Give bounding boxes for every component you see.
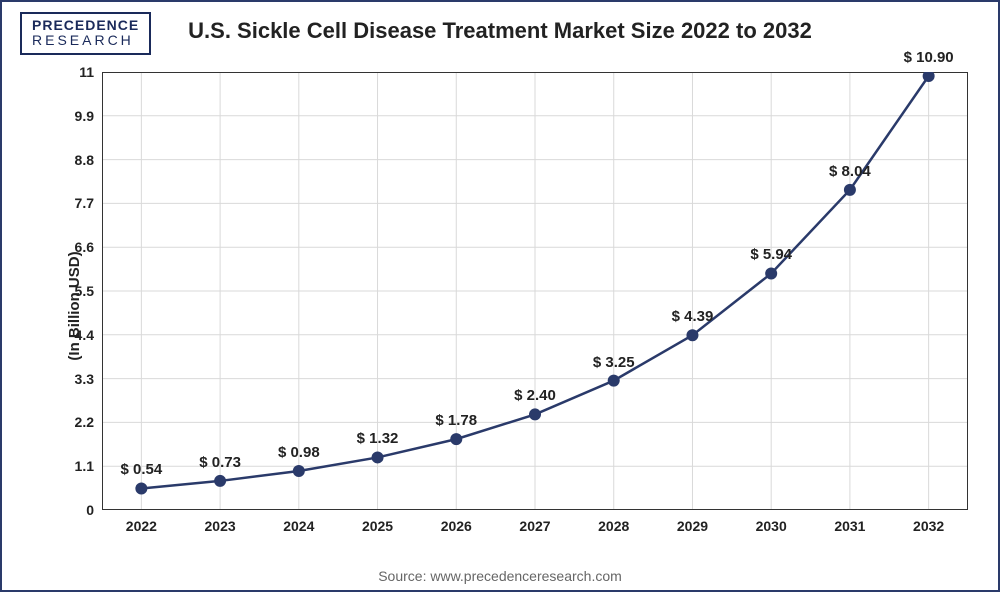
y-axis-label: (In Billion USD) [66,251,83,360]
chart-source: Source: www.precedenceresearch.com [2,568,998,584]
x-tick-label: 2032 [913,518,944,534]
y-tick-label: 8.8 [75,152,94,168]
x-tick-label: 2028 [598,518,629,534]
y-tick-label: 6.6 [75,239,94,255]
y-tick-label: 4.4 [75,327,94,343]
data-point-label: $ 4.39 [672,308,714,335]
data-point-label: $ 1.32 [357,430,399,457]
y-tick-label: 11 [79,64,94,80]
data-point-label: $ 1.78 [435,412,477,439]
y-tick-label: 9.9 [75,108,94,124]
y-tick-label: 1.1 [75,458,94,474]
data-point-label: $ 0.98 [278,444,320,471]
data-point-label: $ 0.54 [121,461,163,488]
plot-area-wrap: (In Billion USD) 20222023202420252026202… [32,62,978,550]
x-tick-label: 2022 [126,518,157,534]
x-tick-label: 2023 [205,518,236,534]
chart-title: U.S. Sickle Cell Disease Treatment Marke… [2,18,998,44]
data-point-label: $ 5.94 [750,246,792,273]
x-tick-label: 2027 [519,518,550,534]
x-tick-label: 2031 [834,518,865,534]
chart-frame: PRECEDENCE RESEARCH U.S. Sickle Cell Dis… [0,0,1000,592]
data-point-label: $ 2.40 [514,387,556,414]
data-point-label: $ 0.73 [199,454,241,481]
x-tick-label: 2025 [362,518,393,534]
y-tick-label: 0 [86,502,94,518]
plot-area: 2022202320242025202620272028202920302031… [102,72,968,510]
x-tick-label: 2024 [283,518,314,534]
data-point-label: $ 8.04 [829,163,871,190]
x-tick-label: 2026 [441,518,472,534]
chart-svg [102,72,968,510]
data-point-label: $ 3.25 [593,354,635,381]
y-tick-label: 7.7 [75,195,94,211]
y-tick-label: 2.2 [75,414,94,430]
y-tick-label: 5.5 [75,283,94,299]
x-tick-label: 2030 [756,518,787,534]
y-tick-label: 3.3 [75,371,94,387]
data-point-label: $ 10.90 [904,49,954,76]
x-tick-label: 2029 [677,518,708,534]
